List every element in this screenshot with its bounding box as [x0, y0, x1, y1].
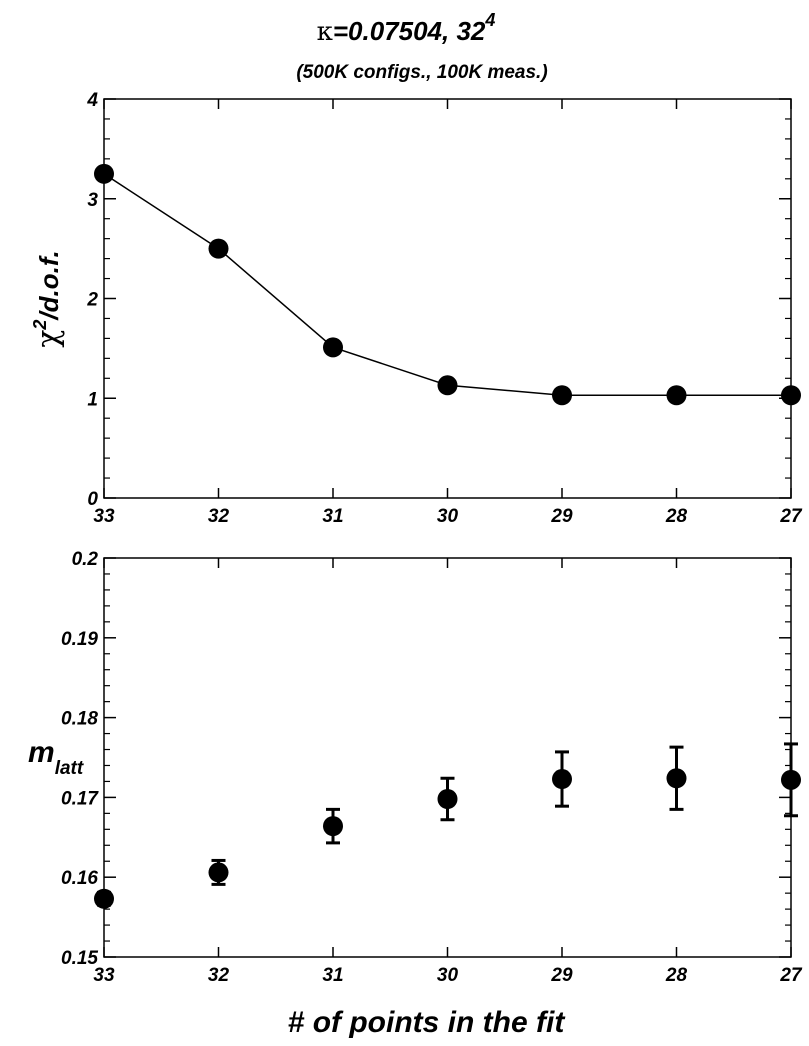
mlatt-ytick-label: 0.15: [61, 948, 98, 969]
chi2-ytick-label: 3: [87, 190, 98, 211]
chi2-ylabel-base: χ: [31, 330, 66, 348]
chi2-point: [94, 163, 114, 184]
mlatt-xtick-label: 27: [779, 965, 803, 986]
mlatt-ytick-label: 0.2: [72, 549, 99, 570]
mlatt-ylabel-sub: latt: [55, 758, 84, 779]
chi2-xtick-label: 33: [93, 506, 115, 527]
chi2-ylabel-rest: /d.o.f.: [34, 250, 64, 320]
chi2-point: [781, 385, 801, 406]
chi2-point: [666, 385, 687, 406]
mlatt-xtick-label: 32: [208, 965, 230, 986]
mlatt-xtick-label: 33: [93, 965, 115, 986]
mlatt-point: [781, 769, 801, 790]
title-exponent: 4: [484, 10, 495, 30]
chi2-ytick-label: 1: [87, 389, 98, 410]
chi2-ylabel: χ2/d.o.f.: [30, 250, 66, 348]
mlatt-xtick-label: 30: [437, 965, 459, 986]
chi2-ytick-label: 0: [87, 489, 98, 510]
mlatt-point: [323, 816, 343, 837]
title-kappa-symbol: κ: [317, 17, 333, 47]
mlatt-marks: [94, 742, 801, 909]
chi2-xtick-label: 31: [322, 506, 343, 527]
mlatt-ytick-label: 0.19: [61, 629, 98, 650]
mlatt-point: [552, 769, 572, 790]
chi2-point: [437, 375, 458, 396]
mlatt-panel: 33 32 31 30 29 28 27 0.15 0.16 0.17 0.18 0.19 0.2 ml…: [28, 549, 803, 986]
mlatt-xtick-label: 29: [550, 965, 573, 986]
mlatt-ylabel-base: m: [28, 736, 55, 769]
mlatt-ytick-label: 0.17: [61, 788, 99, 809]
chi2-xtick-label: 30: [437, 506, 459, 527]
x-axis-label: # of points in the fit: [288, 1006, 567, 1039]
chi2-point: [208, 238, 229, 259]
chi2-xtick-label: 32: [208, 506, 230, 527]
chi2-point: [323, 337, 343, 358]
chi2-ylabel-exp: 2: [30, 320, 50, 331]
chi2-series-line: [103, 173, 791, 397]
chi2-xtick-label: 28: [665, 506, 688, 527]
mlatt-point: [94, 888, 114, 909]
mlatt-frame: [103, 557, 792, 958]
chi2-xtick-label: 27: [779, 506, 803, 527]
mlatt-ytick-label: 0.16: [61, 868, 98, 889]
chi2-ytick-label: 2: [86, 290, 98, 311]
chi2-frame: [103, 98, 792, 499]
mlatt-ylabel: mlatt: [28, 736, 84, 779]
chi2-marks: [94, 163, 801, 406]
mlatt-axes: 33 32 31 30 29 28 27 0.15 0.16 0.17 0.18 0.19 0.2: [61, 549, 803, 986]
mlatt-point: [208, 862, 229, 883]
chi2-point: [552, 385, 572, 406]
mlatt-point: [666, 768, 687, 789]
mlatt-ytick-label: 0.18: [61, 709, 98, 730]
chart-subtitle: (500K configs., 100K meas.): [296, 62, 547, 83]
chi2-axes: 33 32 31 30 29 28 27 0 1 2 3 4: [86, 90, 803, 527]
chi2-xtick-label: 29: [550, 506, 573, 527]
mlatt-point: [437, 788, 458, 809]
chi2-ytick-label: 4: [86, 90, 98, 111]
mlatt-xtick-label: 31: [322, 965, 343, 986]
mlatt-xtick-label: 28: [665, 965, 688, 986]
chart-title: κ=0.07504, 324: [317, 10, 496, 47]
title-kappa-value: =0.07504, 32: [333, 16, 486, 46]
